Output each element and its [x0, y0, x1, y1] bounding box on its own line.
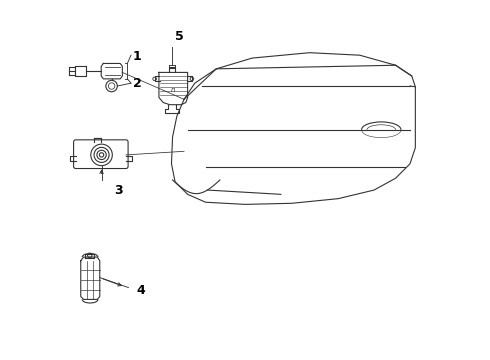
- Text: n: n: [171, 87, 175, 93]
- Text: 3: 3: [115, 184, 123, 197]
- Text: 2: 2: [133, 77, 142, 90]
- Text: 1: 1: [133, 50, 142, 63]
- Text: 4: 4: [137, 284, 146, 297]
- Text: 5: 5: [175, 30, 184, 43]
